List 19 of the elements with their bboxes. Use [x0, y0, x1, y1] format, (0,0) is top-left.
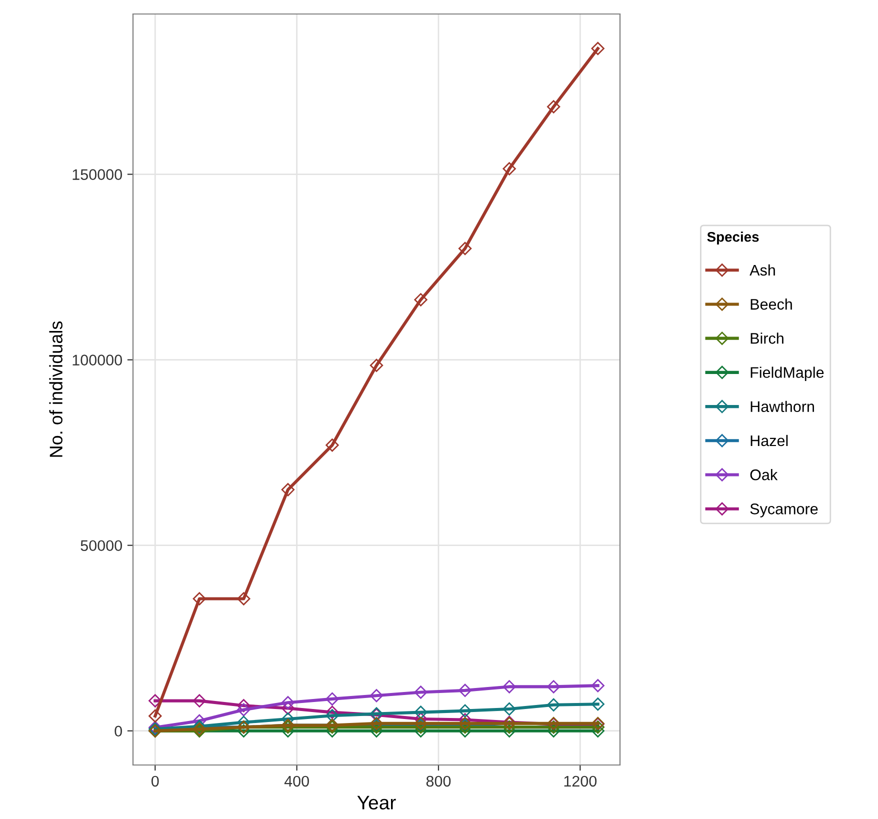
x-tick-label: 0 — [151, 776, 159, 787]
legend-label: Ash — [750, 264, 775, 276]
y-axis-title: No. of individuals — [49, 321, 62, 457]
legend-label: Hazel — [750, 434, 788, 446]
y-tick-label: 150000 — [72, 169, 122, 180]
x-tick-label: 800 — [426, 776, 451, 787]
legend-label: FieldMaple — [750, 366, 824, 381]
legend-label: Hawthorn — [750, 400, 814, 412]
legend-label: Beech — [750, 298, 792, 310]
x-tick-label: 400 — [284, 776, 309, 787]
legend-label: Birch — [750, 332, 784, 344]
legend-label: Oak — [750, 469, 778, 480]
legend-label: Sycamore — [750, 504, 818, 518]
x-axis-title: Year — [357, 796, 396, 810]
y-tick-label: 100000 — [72, 354, 122, 366]
y-tick-label: 0 — [114, 726, 122, 737]
x-tick-label: 1200 — [564, 776, 597, 787]
y-tick-label: 50000 — [80, 540, 122, 552]
legend-title: Species — [707, 232, 759, 245]
